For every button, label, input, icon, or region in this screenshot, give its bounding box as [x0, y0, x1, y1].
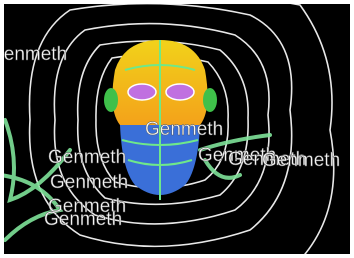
eye: [128, 84, 156, 100]
label: Genmeth: [44, 209, 122, 230]
eye: [166, 84, 194, 100]
label: Genmeth: [50, 172, 128, 193]
label: Genmeth: [145, 119, 223, 140]
visualization: Genmeth Genmeth Genmeth Genmeth Genmeth …: [0, 0, 354, 258]
ear: [203, 88, 217, 112]
ear: [104, 88, 118, 112]
page: Genmeth Genmeth Genmeth Genmeth Genmeth …: [0, 0, 354, 258]
label: Genmeth: [262, 150, 340, 171]
label: Genmeth: [0, 44, 67, 65]
label: Genmeth: [48, 147, 126, 168]
